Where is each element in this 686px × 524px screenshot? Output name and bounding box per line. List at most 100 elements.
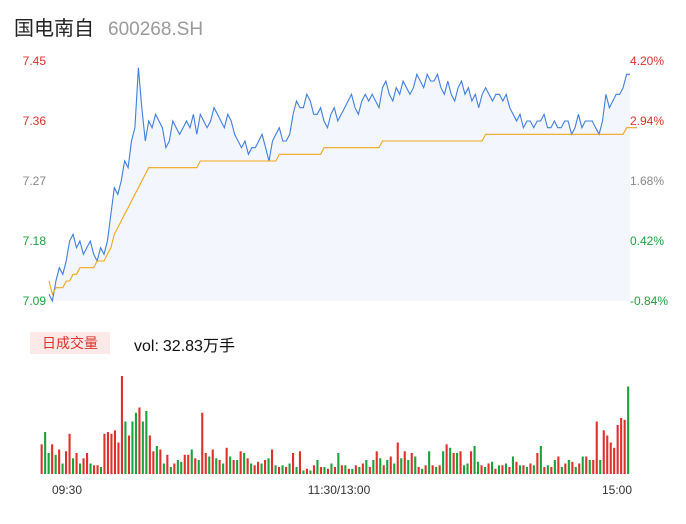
volume-bar <box>487 463 490 474</box>
volume-bar <box>602 430 605 475</box>
volume-bar <box>264 460 267 474</box>
volume-bar <box>65 451 68 475</box>
volume-bar <box>539 446 542 474</box>
volume-bar <box>368 467 371 474</box>
volume-bar <box>155 446 158 474</box>
volume-bar <box>257 461 260 475</box>
volume-bar <box>470 451 473 475</box>
volume-bar <box>201 412 204 475</box>
volume-bar <box>574 467 577 474</box>
volume-bar <box>162 463 165 474</box>
volume-bar <box>529 463 532 474</box>
volume-bar <box>86 453 89 474</box>
volume-bar <box>588 460 591 474</box>
volume-bar <box>298 451 301 475</box>
volume-bar <box>627 386 630 474</box>
volume-bar <box>375 451 378 475</box>
volume-bar <box>456 453 459 474</box>
volume-bar <box>326 468 329 475</box>
volume-bar <box>278 467 281 474</box>
volume-bar <box>497 465 500 475</box>
volume-bar <box>61 463 64 474</box>
volume-bar <box>553 460 556 474</box>
volume-bar <box>354 465 357 475</box>
volume-bar <box>113 430 116 475</box>
volume-bar <box>180 461 183 475</box>
volume-bar <box>595 421 598 474</box>
volume-bar <box>442 451 445 475</box>
volume-bar <box>68 433 71 475</box>
volume-bar <box>522 465 525 475</box>
volume-bar <box>267 458 270 475</box>
volume-bar <box>141 421 144 474</box>
volume-bar <box>393 463 396 474</box>
volume-bar <box>585 456 588 474</box>
volume-bar <box>204 453 207 474</box>
volume-bar <box>337 453 340 474</box>
volume-bar <box>44 432 47 474</box>
time-tick-label: 15:00 <box>602 483 632 497</box>
volume-bar <box>557 456 560 474</box>
volume-bar <box>187 454 190 475</box>
average-price-line <box>48 127 637 296</box>
volume-bar <box>609 442 612 474</box>
volume-bar <box>260 463 263 474</box>
volume-bar <box>271 449 274 474</box>
price-tick-label: 7.45 <box>23 54 47 68</box>
volume-bar <box>330 463 333 474</box>
volume-bar <box>616 425 619 474</box>
volume-bar <box>47 453 50 474</box>
volume-bar <box>159 449 162 474</box>
volume-bar <box>477 461 480 475</box>
volume-bar <box>365 460 368 474</box>
volume-bar <box>358 467 361 474</box>
price-area-fill <box>49 67 630 301</box>
price-tick-label: 7.18 <box>23 234 47 248</box>
volume-bar <box>127 435 130 474</box>
volume-bar <box>571 461 574 475</box>
volume-bar <box>152 451 155 475</box>
percent-tick-label: -0.84% <box>630 294 668 308</box>
volume-bar <box>302 470 305 474</box>
volume-bar <box>110 433 113 475</box>
volume-label: vol: <box>134 338 159 355</box>
volume-bar <box>176 460 179 474</box>
volume-bar <box>361 463 364 474</box>
volume-bar <box>599 460 602 474</box>
percent-tick-label: 1.68% <box>630 174 664 188</box>
stock-code: 600268.SH <box>108 19 204 40</box>
volume-bar <box>435 467 438 474</box>
volume-bar <box>120 376 123 474</box>
volume-bar <box>305 468 308 475</box>
volume-bar <box>567 460 570 474</box>
volume-bar <box>410 453 413 474</box>
volume-readout: vol: 32.83万手 <box>130 332 235 356</box>
volume-bar <box>445 444 448 474</box>
volume-bar <box>93 465 96 475</box>
volume-bar <box>525 467 528 474</box>
volume-bar <box>197 460 200 474</box>
volume-bar <box>515 461 518 475</box>
volume-bar <box>389 456 392 474</box>
volume-bar <box>504 463 507 474</box>
volume-bar <box>620 418 623 474</box>
volume-bar <box>211 449 214 474</box>
volume-bar <box>351 468 354 475</box>
volume-bar <box>473 446 476 474</box>
volume-bar <box>103 433 106 475</box>
volume-bar <box>382 465 385 475</box>
volume-bar <box>134 412 137 475</box>
volume-bar <box>396 442 399 474</box>
volume-bar <box>51 444 54 474</box>
volume-bar <box>459 451 462 475</box>
volume-bar <box>169 467 172 474</box>
volume-bar <box>564 463 567 474</box>
volume-bar <box>536 453 539 474</box>
volume-bar <box>148 435 151 474</box>
volume-bar <box>400 458 403 475</box>
volume-bar <box>323 467 326 474</box>
time-tick-label: 11:30/13:00 <box>308 483 371 497</box>
volume-bar <box>54 454 57 475</box>
volume-bar <box>501 465 504 475</box>
